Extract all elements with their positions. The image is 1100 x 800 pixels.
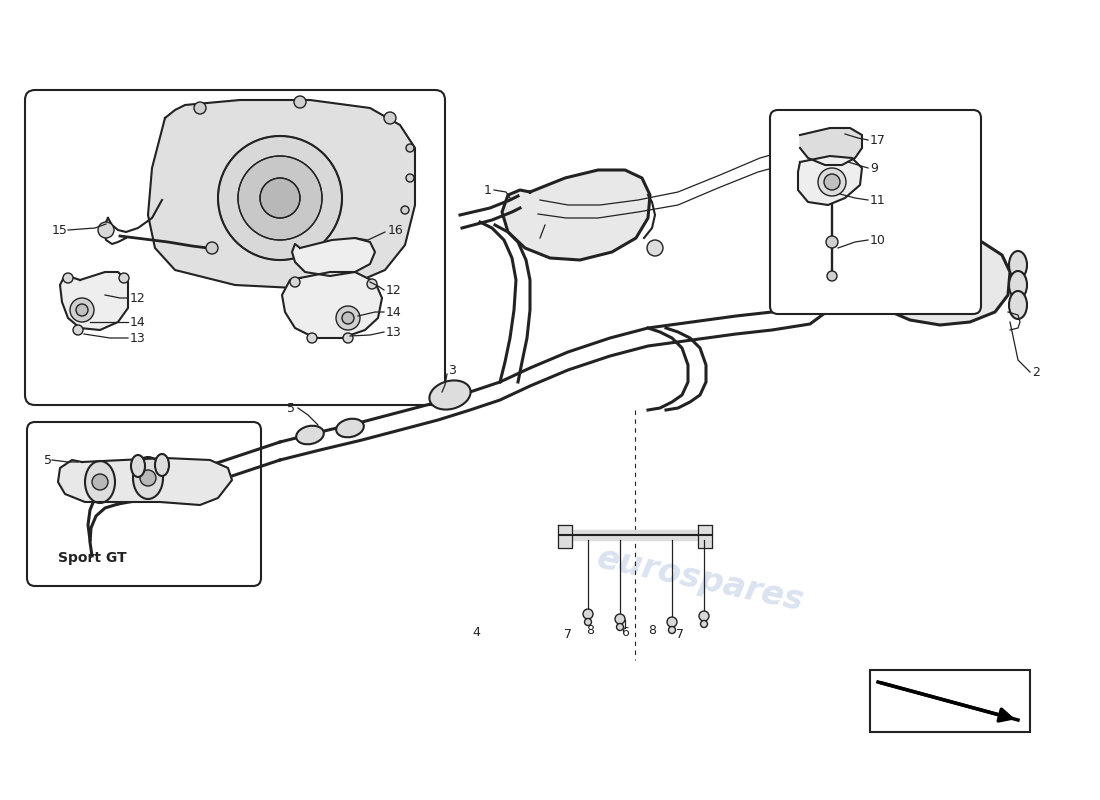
Text: 13: 13 (130, 331, 145, 345)
Text: 8: 8 (648, 623, 656, 637)
Circle shape (584, 618, 592, 626)
Text: 4: 4 (472, 626, 480, 638)
Circle shape (218, 136, 342, 260)
Circle shape (701, 621, 707, 627)
Polygon shape (58, 458, 232, 505)
Bar (870, 670, 1030, 732)
Polygon shape (502, 170, 650, 260)
FancyBboxPatch shape (25, 90, 446, 405)
Ellipse shape (296, 426, 323, 444)
Ellipse shape (1009, 251, 1027, 279)
Text: 8: 8 (586, 623, 594, 637)
Ellipse shape (85, 461, 116, 503)
Circle shape (140, 470, 156, 486)
Text: 11: 11 (870, 194, 886, 206)
Circle shape (616, 623, 624, 630)
Text: 14: 14 (130, 315, 145, 329)
Circle shape (647, 240, 663, 256)
Text: 5: 5 (287, 402, 295, 414)
Circle shape (307, 333, 317, 343)
Ellipse shape (131, 455, 145, 477)
Circle shape (406, 144, 414, 152)
Polygon shape (572, 530, 700, 540)
Circle shape (698, 611, 710, 621)
Ellipse shape (155, 454, 169, 476)
FancyBboxPatch shape (28, 422, 261, 586)
Circle shape (818, 168, 846, 196)
Polygon shape (60, 272, 128, 330)
Ellipse shape (1009, 271, 1027, 299)
Text: 14: 14 (386, 306, 402, 318)
Circle shape (669, 626, 675, 634)
Circle shape (827, 271, 837, 281)
Text: 16: 16 (388, 223, 404, 237)
Text: 12: 12 (130, 291, 145, 305)
Ellipse shape (1009, 291, 1027, 319)
Text: eurospares: eurospares (593, 542, 806, 618)
Text: 17: 17 (870, 134, 886, 146)
Circle shape (667, 617, 676, 627)
Text: 1: 1 (484, 183, 492, 197)
Ellipse shape (429, 381, 471, 410)
Circle shape (343, 333, 353, 343)
Text: 3: 3 (448, 363, 455, 377)
Circle shape (92, 474, 108, 490)
Polygon shape (800, 128, 862, 165)
Text: 10: 10 (870, 234, 886, 246)
Polygon shape (558, 525, 572, 548)
Text: 7: 7 (564, 629, 572, 642)
Polygon shape (292, 238, 375, 276)
Circle shape (294, 96, 306, 108)
Polygon shape (282, 272, 382, 338)
Circle shape (63, 273, 73, 283)
Circle shape (615, 614, 625, 624)
Circle shape (260, 178, 300, 218)
Circle shape (70, 298, 94, 322)
Circle shape (402, 206, 409, 214)
Circle shape (76, 304, 88, 316)
Circle shape (342, 312, 354, 324)
Ellipse shape (337, 418, 364, 438)
Circle shape (384, 112, 396, 124)
Circle shape (336, 306, 360, 330)
Text: 5: 5 (44, 454, 52, 466)
Text: 13: 13 (386, 326, 402, 338)
Text: 9: 9 (870, 162, 878, 174)
Text: Sport GT: Sport GT (58, 551, 126, 565)
Circle shape (238, 156, 322, 240)
Circle shape (826, 236, 838, 248)
Circle shape (206, 242, 218, 254)
Polygon shape (698, 525, 712, 548)
Circle shape (406, 174, 414, 182)
Ellipse shape (133, 457, 163, 499)
Polygon shape (798, 156, 862, 205)
Text: eurospares: eurospares (129, 232, 342, 308)
Text: 2: 2 (1032, 366, 1040, 378)
Text: 6: 6 (621, 626, 629, 638)
FancyBboxPatch shape (770, 110, 981, 314)
Circle shape (824, 174, 840, 190)
Circle shape (583, 609, 593, 619)
Circle shape (119, 273, 129, 283)
Polygon shape (852, 238, 1010, 325)
Circle shape (73, 325, 82, 335)
Circle shape (367, 279, 377, 289)
Text: 15: 15 (52, 223, 68, 237)
Circle shape (290, 277, 300, 287)
Text: 12: 12 (386, 283, 402, 297)
Circle shape (194, 102, 206, 114)
Text: 7: 7 (676, 629, 684, 642)
Circle shape (98, 222, 114, 238)
Polygon shape (148, 100, 415, 288)
